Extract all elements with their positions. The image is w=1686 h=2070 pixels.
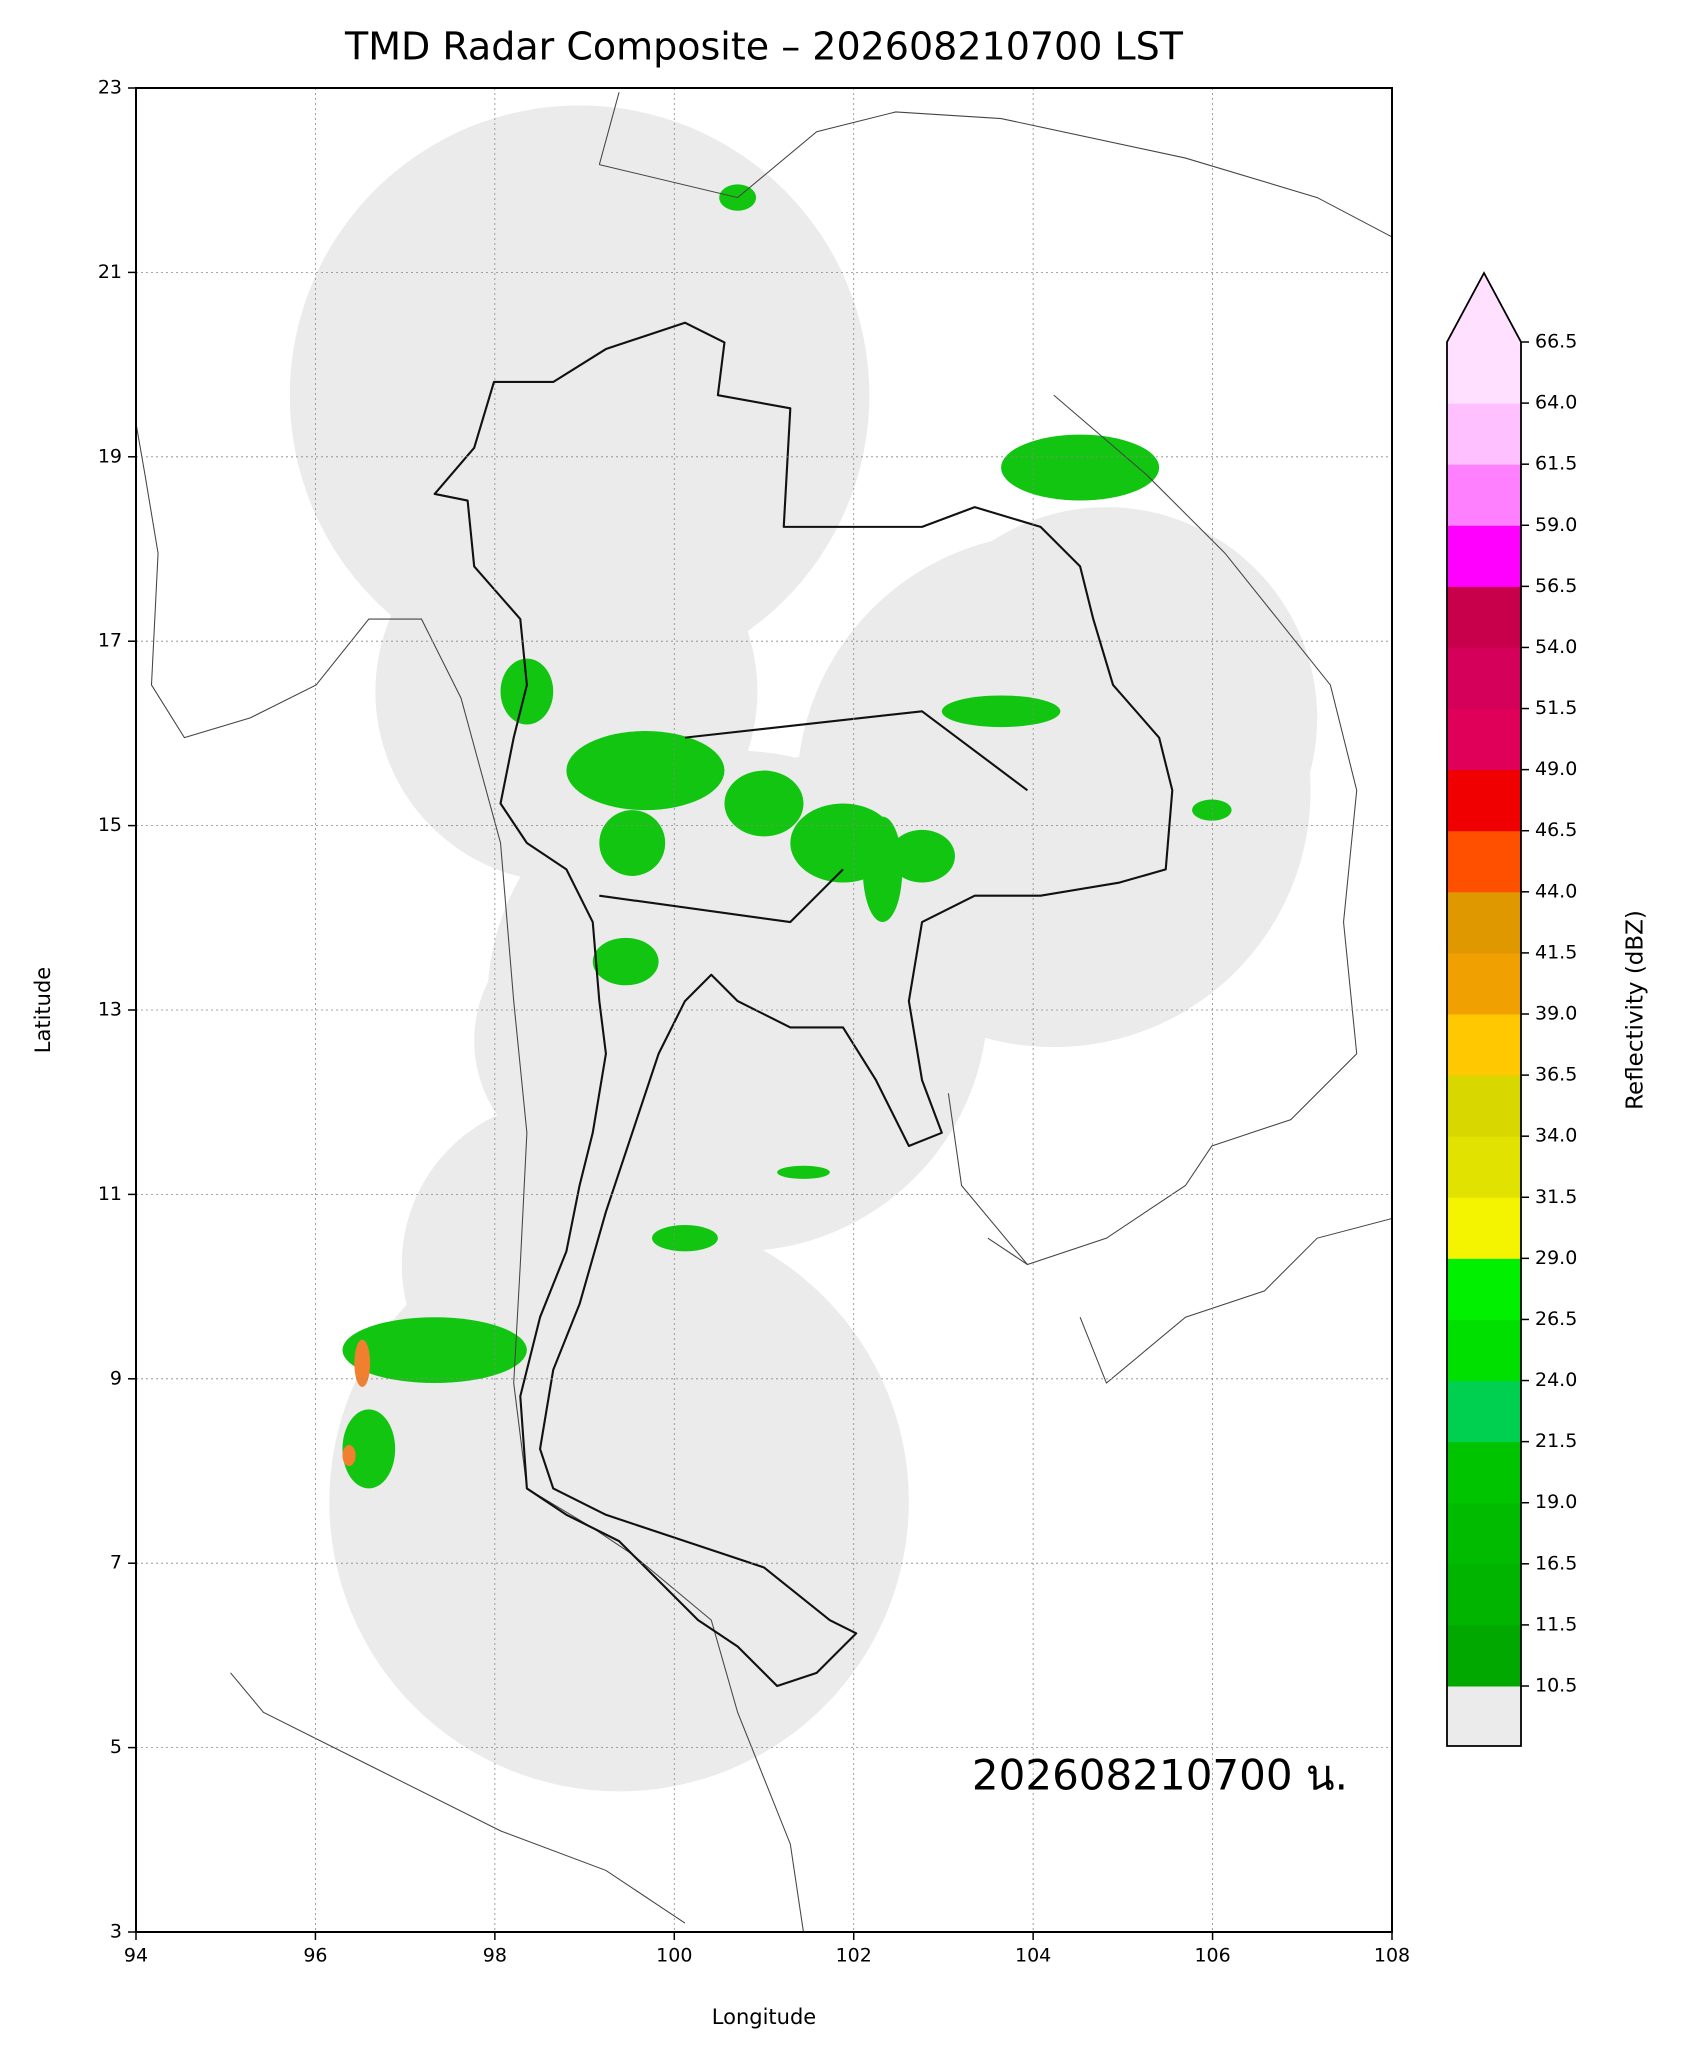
colorbar-tick-label: 19.0 [1535,1491,1577,1513]
y-tick-label: 7 [110,1552,122,1574]
country-borders [433,321,1174,1688]
colorbar-tick-label: 29.0 [1535,1247,1577,1269]
colorbar-tick-label: 36.5 [1535,1064,1577,1086]
strong-echoes [342,1339,371,1467]
colorbar-segment [1447,464,1521,526]
colorbar-tick-label: 21.5 [1535,1430,1577,1452]
y-tick-label: 17 [98,630,122,652]
colorbar-segment [1447,1624,1521,1687]
colorbar-segment [1447,403,1521,465]
colorbar-tick-label: 54.0 [1535,636,1577,658]
colorbar-segment [1447,1197,1521,1259]
x-axis-label: Longitude [712,2005,816,2029]
colorbar-segment [1447,769,1521,832]
x-tick-label: 100 [656,1945,692,1967]
y-tick-label: 9 [110,1367,122,1389]
colorbar: 10.5 11.5 16.5 19.0 21.5 24.0 26.5 29.0 31.5 34.0… [1446,271,1577,1747]
colorbar-tick-label: 39.0 [1535,1003,1577,1025]
y-tick-label: 5 [110,1736,122,1758]
colorbar-tick-label: 24.0 [1535,1369,1577,1391]
x-tick-label: 98 [483,1945,507,1967]
colorbar-segment [1447,1136,1521,1198]
colorbar-segment [1447,525,1521,587]
colorbar-segment [1447,586,1521,648]
colorbar-tick-label: 46.5 [1535,819,1577,841]
colorbar-segment [1447,1380,1521,1443]
colorbar-tick-label: 64.0 [1535,392,1577,414]
colorbar-over [1447,273,1521,342]
x-tick-label: 96 [303,1945,327,1967]
plot-frame [135,87,1393,1933]
coastlines [136,92,1392,1932]
y-tick-label: 13 [98,999,122,1021]
colorbar-tick-label: 11.5 [1535,1613,1577,1635]
colorbar-segment [1447,1563,1521,1626]
colorbar-segment [1447,708,1521,771]
colorbar-tick-label: 66.5 [1535,331,1577,353]
colorbar-segment [1447,830,1521,893]
y-tick-label: 23 [98,77,122,99]
colorbar-segment [1447,647,1521,710]
y-tick-label: 19 [98,445,122,467]
x-tick-label: 108 [1374,1945,1410,1967]
colorbar-tick-label: 34.0 [1535,1125,1577,1147]
colorbar-segment [1447,1441,1521,1504]
colorbar-tick-label: 10.5 [1535,1675,1577,1697]
x-tick-label: 104 [1015,1945,1051,1967]
x-tick-label: 102 [836,1945,872,1967]
colorbar-tick-label: 49.0 [1535,758,1577,780]
y-tick-label: 3 [110,1921,122,1943]
x-tick-label: 106 [1194,1945,1230,1967]
colorbar-under [1447,1686,1521,1746]
colorbar-tick-label: 31.5 [1535,1186,1577,1208]
colorbar-tick-label: 56.5 [1535,575,1577,597]
colorbar-tick-label: 26.5 [1535,1308,1577,1330]
colorbar-tick-label: 61.5 [1535,453,1577,475]
colorbar-tick-label: 41.5 [1535,941,1577,963]
colorbar-tick-label: 44.0 [1535,880,1577,902]
y-axis-label: Latitude [31,967,55,1053]
radar-coverage [136,92,1392,1932]
y-tick-label: 11 [98,1183,122,1205]
colorbar-outline [1446,271,1522,1747]
colorbar-segment [1447,1319,1521,1382]
colorbar-segment [1447,342,1521,404]
colorbar-tick-label: 16.5 [1535,1552,1577,1574]
map-title: TMD Radar Composite – 202608210700 LST [344,25,1184,69]
colorbar-tick-label: 59.0 [1535,514,1577,536]
colorbar-tick-label: 51.5 [1535,697,1577,719]
y-tick-label: 15 [98,814,122,836]
colorbar-segment [1447,1075,1521,1137]
colorbar-segment [1447,1014,1521,1076]
time-annotation: 202608210700 น. [972,1751,1348,1800]
y-tick-label: 21 [98,261,122,283]
map-area [136,92,1392,1932]
colorbar-segment [1447,952,1521,1015]
colorbar-label: Reflectivity (dBZ) [1623,910,1649,1110]
colorbar-segment [1447,891,1521,954]
colorbar-segment [1447,1502,1521,1565]
x-tick-label: 94 [124,1945,148,1967]
colorbar-segment [1447,1258,1521,1320]
